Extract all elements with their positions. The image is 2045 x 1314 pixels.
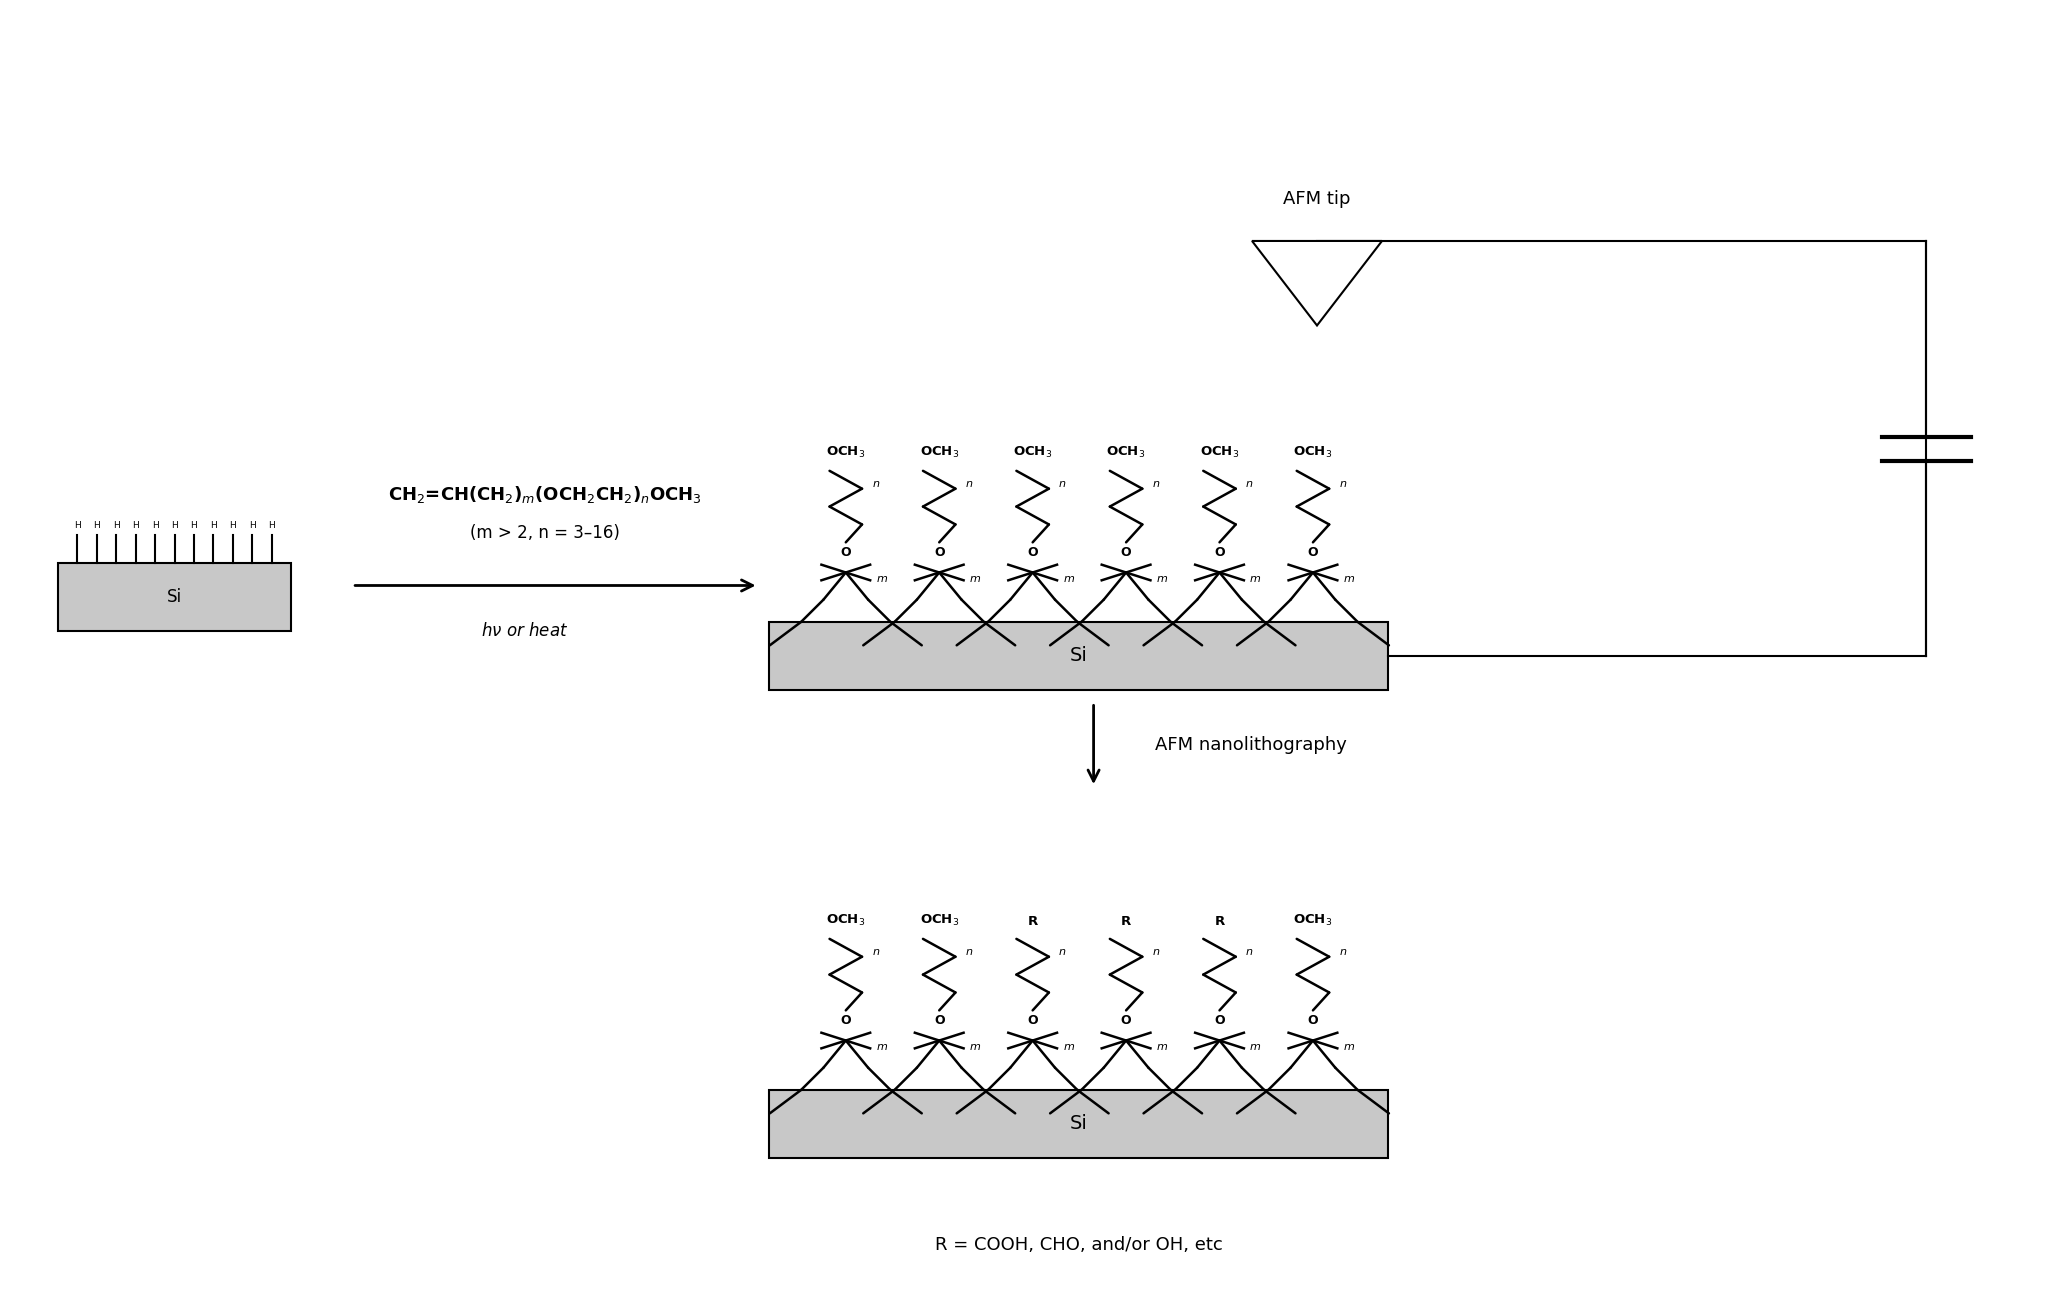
Bar <box>57 564 290 631</box>
Text: O: O <box>840 1014 851 1028</box>
Text: O: O <box>1307 547 1319 560</box>
Text: n: n <box>1153 478 1160 489</box>
Text: H: H <box>249 520 256 530</box>
Text: H: H <box>268 520 276 530</box>
Text: Si: Si <box>168 589 182 606</box>
Text: R: R <box>1121 916 1131 929</box>
Polygon shape <box>1252 240 1382 326</box>
Text: O: O <box>1121 547 1131 560</box>
Text: Si: Si <box>1070 1114 1088 1133</box>
Bar <box>769 622 1389 690</box>
Text: O: O <box>935 547 945 560</box>
Text: m: m <box>875 574 888 583</box>
Text: H: H <box>229 520 237 530</box>
Text: n: n <box>1059 947 1065 957</box>
Text: H: H <box>112 520 119 530</box>
Text: m: m <box>1249 574 1262 583</box>
Text: O: O <box>1027 547 1039 560</box>
Text: n: n <box>1339 478 1346 489</box>
Text: OCH$_3$: OCH$_3$ <box>826 913 865 929</box>
Text: n: n <box>1153 947 1160 957</box>
Text: OCH$_3$: OCH$_3$ <box>920 913 959 929</box>
Text: H: H <box>172 520 178 530</box>
Text: m: m <box>1063 1042 1074 1053</box>
Text: H: H <box>151 520 157 530</box>
Text: O: O <box>1121 1014 1131 1028</box>
Text: H: H <box>190 520 198 530</box>
Text: OCH$_3$: OCH$_3$ <box>1200 445 1239 460</box>
Text: m: m <box>875 1042 888 1053</box>
Text: $h\nu$ or heat: $h\nu$ or heat <box>481 622 569 640</box>
Text: OCH$_3$: OCH$_3$ <box>1012 445 1053 460</box>
Text: R: R <box>1027 916 1037 929</box>
Text: m: m <box>1344 1042 1354 1053</box>
Text: O: O <box>1215 1014 1225 1028</box>
Text: n: n <box>1339 947 1346 957</box>
Text: n: n <box>1059 478 1065 489</box>
Text: m: m <box>1344 574 1354 583</box>
Text: OCH$_3$: OCH$_3$ <box>826 445 865 460</box>
Text: O: O <box>935 1014 945 1028</box>
Text: H: H <box>94 520 100 530</box>
Text: m: m <box>1157 574 1168 583</box>
Text: n: n <box>873 478 879 489</box>
Text: OCH$_3$: OCH$_3$ <box>1106 445 1145 460</box>
Text: OCH$_3$: OCH$_3$ <box>920 445 959 460</box>
Text: Si: Si <box>1070 646 1088 665</box>
Text: H: H <box>74 520 80 530</box>
Text: AFM tip: AFM tip <box>1284 191 1352 209</box>
Text: m: m <box>1063 574 1074 583</box>
Text: OCH$_3$: OCH$_3$ <box>1292 913 1333 929</box>
Text: OCH$_3$: OCH$_3$ <box>1292 445 1333 460</box>
Text: m: m <box>969 574 980 583</box>
Text: n: n <box>965 947 973 957</box>
Text: n: n <box>965 478 973 489</box>
Text: H: H <box>211 520 217 530</box>
Text: m: m <box>1249 1042 1262 1053</box>
Text: O: O <box>1027 1014 1039 1028</box>
Bar <box>769 1089 1389 1158</box>
Text: O: O <box>1307 1014 1319 1028</box>
Text: R = COOH, CHO, and/or OH, etc: R = COOH, CHO, and/or OH, etc <box>935 1235 1223 1254</box>
Text: CH$_2$=CH(CH$_2$)$_m$(OCH$_2$CH$_2$)$_n$OCH$_3$: CH$_2$=CH(CH$_2$)$_m$(OCH$_2$CH$_2$)$_n$… <box>389 484 701 505</box>
Text: n: n <box>873 947 879 957</box>
Text: O: O <box>840 547 851 560</box>
Text: (m > 2, n = 3–16): (m > 2, n = 3–16) <box>470 524 620 543</box>
Text: AFM nanolithography: AFM nanolithography <box>1155 736 1346 754</box>
Text: O: O <box>1215 547 1225 560</box>
Text: m: m <box>969 1042 980 1053</box>
Text: H: H <box>133 520 139 530</box>
Text: R: R <box>1215 916 1225 929</box>
Text: n: n <box>1245 478 1254 489</box>
Text: n: n <box>1245 947 1254 957</box>
Text: m: m <box>1157 1042 1168 1053</box>
